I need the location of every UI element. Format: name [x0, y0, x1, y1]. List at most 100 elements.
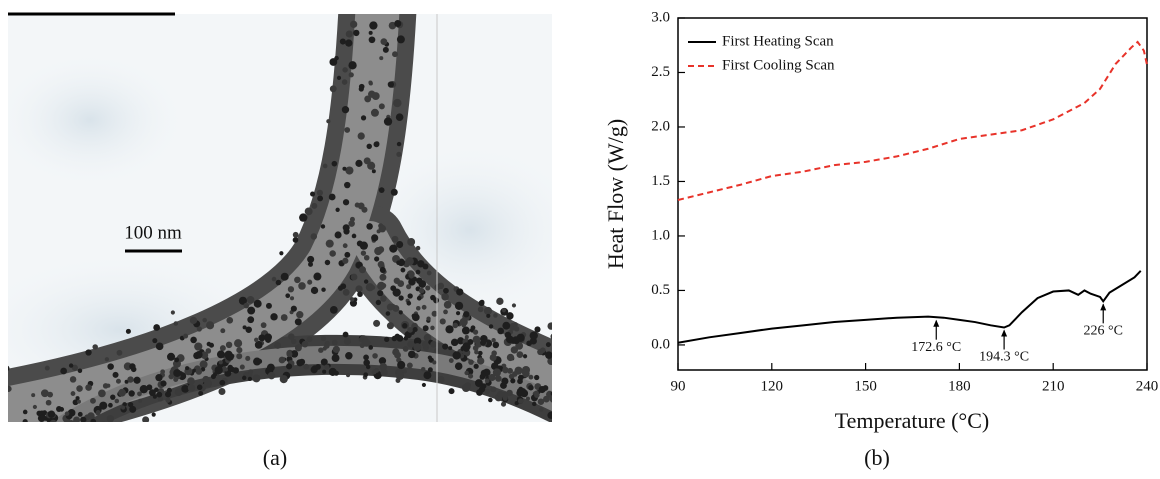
particle [525, 396, 530, 401]
particle [66, 436, 70, 440]
particle [341, 79, 348, 85]
particle [296, 310, 304, 319]
x-tick-label: 150 [854, 378, 877, 394]
particle [0, 403, 6, 411]
particle [112, 371, 119, 378]
particle [187, 377, 195, 385]
particle [337, 285, 344, 291]
particle [502, 395, 508, 401]
particle [421, 382, 426, 387]
particle [329, 58, 338, 66]
y-tick-label: 0.5 [651, 282, 670, 298]
particle [349, 297, 355, 302]
particle [257, 358, 263, 364]
particle [402, 346, 409, 352]
particle [549, 394, 552, 403]
particle [450, 338, 459, 347]
particle [279, 251, 284, 256]
particle [480, 339, 487, 346]
particle [468, 359, 474, 365]
particle [78, 430, 86, 438]
particle [378, 103, 385, 110]
particle [510, 378, 516, 384]
particle [76, 385, 83, 392]
particle [311, 202, 318, 209]
particle [427, 355, 432, 360]
particle [496, 297, 504, 305]
particle [464, 370, 469, 376]
particle [363, 354, 369, 361]
particle [412, 327, 418, 333]
particle [108, 402, 113, 408]
particle [125, 426, 132, 433]
particle [369, 21, 378, 30]
particle [307, 279, 313, 285]
scale-bar-label: 100 nm [124, 222, 182, 243]
particle [437, 376, 445, 383]
particle [289, 296, 295, 301]
particle [359, 343, 365, 349]
particle [517, 378, 523, 385]
particle [426, 316, 431, 321]
particle [151, 412, 156, 417]
particle [238, 296, 247, 305]
particle [57, 425, 63, 431]
particle [122, 402, 127, 407]
particle [225, 341, 233, 349]
particle [279, 375, 288, 384]
particle [491, 338, 496, 343]
particle [378, 357, 387, 365]
particle [73, 416, 81, 422]
particle [501, 308, 506, 313]
particle [35, 434, 40, 439]
particle [142, 416, 150, 422]
particle [59, 407, 65, 412]
particle [554, 381, 561, 388]
particle [351, 233, 357, 239]
particle [329, 250, 336, 257]
particle [343, 337, 351, 345]
particle [125, 328, 131, 334]
particle [254, 337, 259, 343]
particle [287, 286, 295, 293]
particle [133, 376, 141, 384]
particle [529, 331, 538, 340]
particle [317, 195, 324, 202]
particle [308, 261, 314, 267]
chart: (b) Temperature (°C) Heat Flow (W/g) 90 1… [603, 9, 1158, 470]
particle [71, 364, 78, 371]
particle [99, 401, 108, 410]
annotation-label: 226 °C [1084, 324, 1123, 339]
particle [200, 351, 209, 359]
particle [248, 369, 254, 375]
particle [245, 355, 251, 361]
particle [427, 367, 433, 373]
particle [324, 259, 331, 266]
particle [216, 350, 225, 359]
particle [370, 285, 376, 290]
particle [545, 342, 551, 348]
particle [576, 350, 584, 358]
particle [448, 358, 454, 363]
particle [397, 360, 406, 370]
particle [270, 313, 278, 321]
particle [380, 282, 387, 289]
particle [483, 306, 493, 315]
particle [407, 293, 413, 299]
particle [114, 398, 120, 404]
particle [545, 351, 552, 359]
particle [517, 398, 524, 404]
particle [316, 189, 323, 196]
particle [278, 356, 286, 364]
particle [85, 384, 92, 391]
particle [567, 418, 573, 424]
particle [219, 379, 226, 386]
particle [310, 233, 318, 240]
particle [512, 322, 518, 328]
particle [199, 360, 208, 369]
particle [443, 287, 449, 294]
particle [383, 117, 393, 126]
particle [353, 297, 358, 302]
particle [192, 368, 197, 373]
plot-frame [677, 17, 1148, 371]
